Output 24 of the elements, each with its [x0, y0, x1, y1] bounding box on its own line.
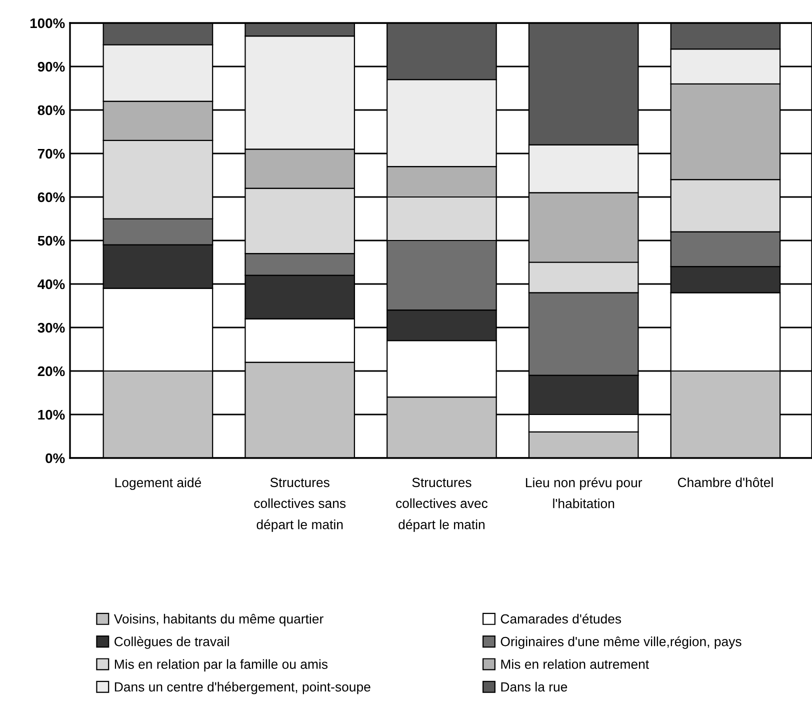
legend-label: Dans un centre d'hébergement, point-soupe [114, 682, 370, 694]
y-tick-label: 60% [38, 192, 65, 202]
legend-label: Mis en relation par la famille ou amis [114, 659, 328, 672]
legend-label: Dans la rue [501, 682, 568, 692]
y-tick-label: 30% [38, 322, 65, 333]
y-tick-label: 80% [38, 105, 65, 116]
x-tick-label: Structures collectives sans départ le matin [254, 478, 346, 532]
x-tick-label: Structures collectives avec départ le matin [396, 478, 488, 532]
y-tick-label: 40% [38, 279, 65, 290]
legend-label: Originaires d'une même ville,région, pays [500, 636, 742, 649]
x-tick-label: Logement aidé [115, 477, 202, 490]
y-tick-label: 20% [38, 366, 65, 376]
legend-label: Voisins, habitants du même quartier [114, 614, 324, 626]
y-tick-label: 0% [46, 453, 65, 464]
y-tick-label: 70% [38, 148, 65, 159]
y-tick-label: 100% [30, 18, 65, 28]
legend-label: Mis en relation autrement [501, 659, 649, 669]
legend-label: Camarades d'études [500, 614, 622, 624]
y-tick-label: 10% [38, 410, 65, 420]
y-tick-label: 90% [38, 62, 65, 72]
legend-label: Collègues de travail [114, 636, 229, 649]
x-tick-label: Lieu non prévu pour l'habitation [526, 477, 642, 508]
x-tick-label: Chambre d'hôtel [678, 477, 773, 488]
y-tick-label: 50% [38, 236, 65, 246]
